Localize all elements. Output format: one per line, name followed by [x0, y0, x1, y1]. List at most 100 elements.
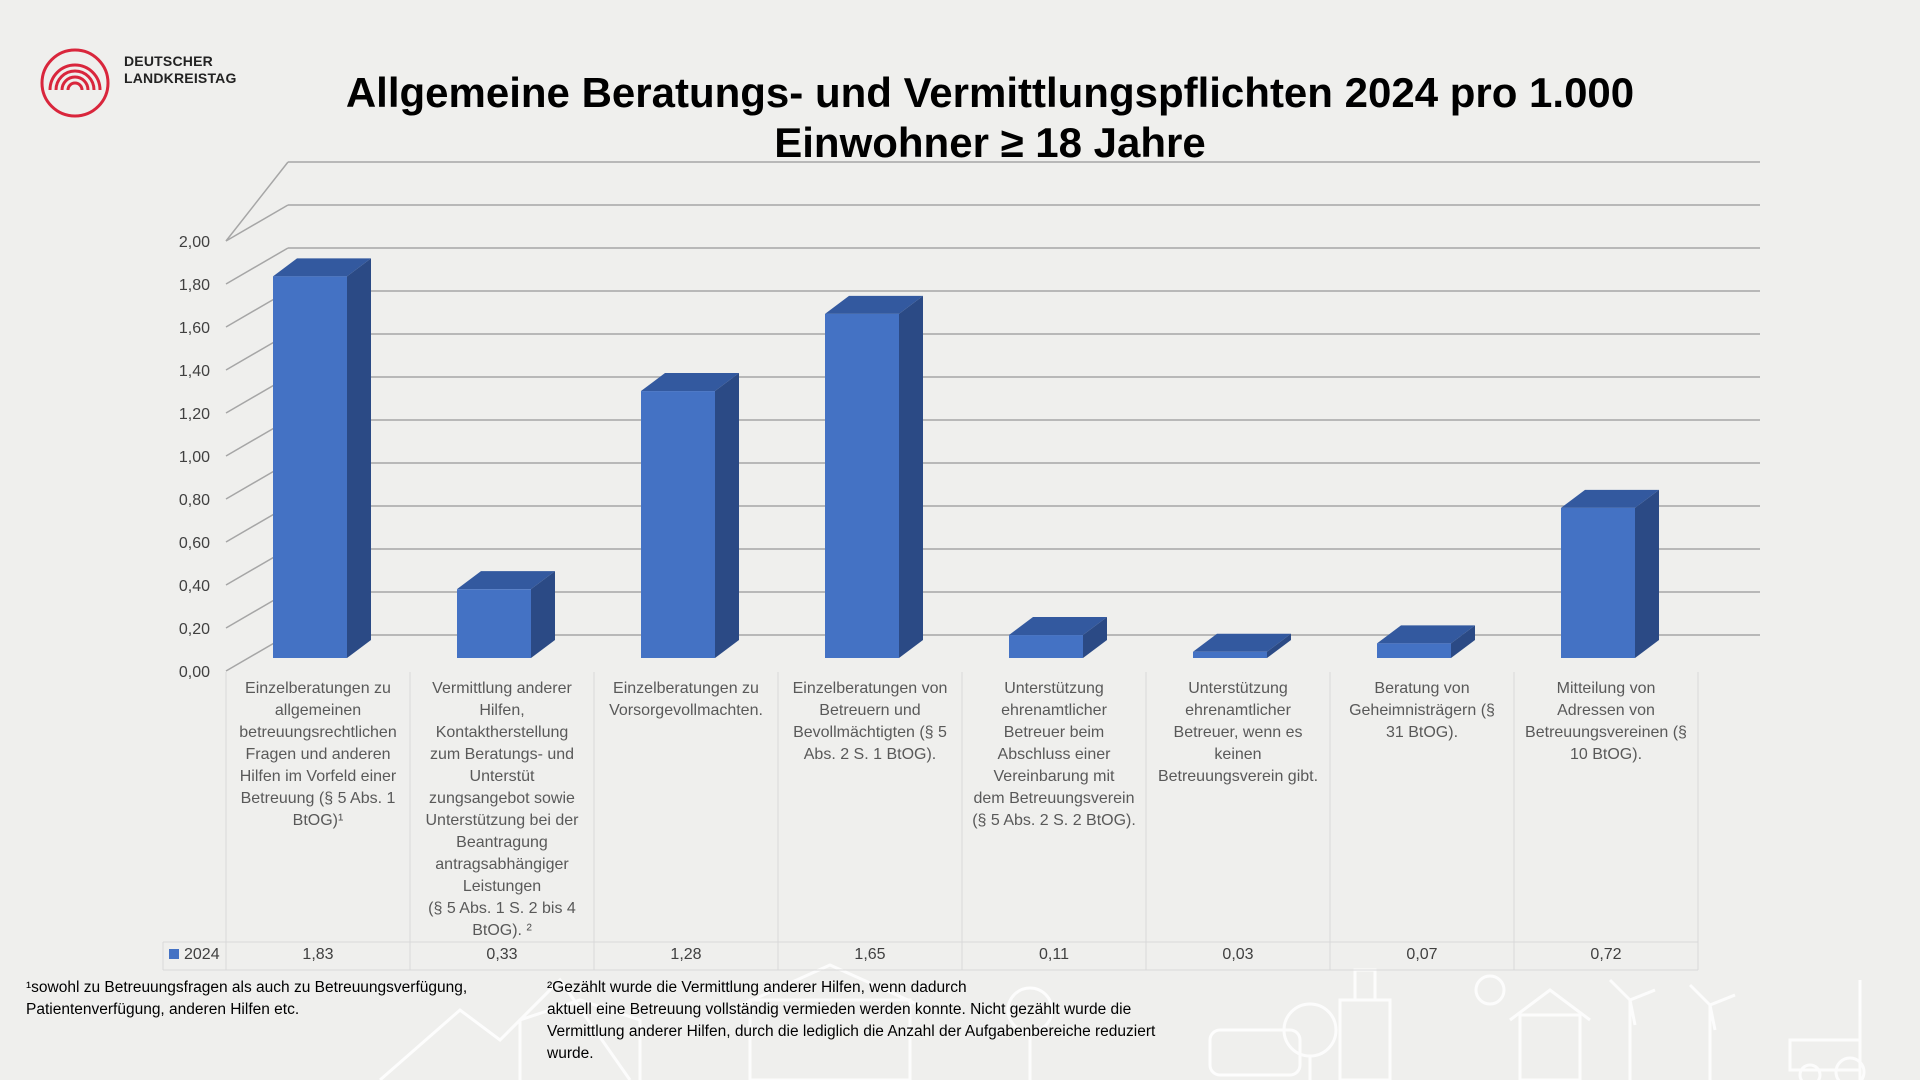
- logo: DEUTSCHER LANDKREISTAG: [38, 46, 258, 126]
- x-tick-label-line: Abschluss einer: [997, 746, 1111, 763]
- x-tick-label-line: Vorsorgevollmachten.: [609, 702, 763, 719]
- x-tick-label-line: Betreuungsvereinen (§: [1525, 724, 1687, 741]
- x-tick-label-line: ehrenamtlicher: [1185, 702, 1291, 719]
- y-tick-label: 1,60: [179, 320, 210, 337]
- x-tick-label-line: Abs. 2 S. 1 BtOG).: [803, 746, 937, 763]
- x-tick-label-line: dem Betreuungsverein: [973, 790, 1135, 807]
- x-tick-label-line: allgemeinen: [274, 702, 362, 719]
- x-tick-label-line: Betreuungsverein gibt.: [1157, 768, 1319, 785]
- x-tick-label-line: Betreuung (§ 5 Abs. 1: [240, 790, 396, 807]
- logo-arcs-icon: [40, 48, 110, 118]
- x-tick-label-line: Betreuer beim: [1003, 724, 1105, 741]
- x-tick-label-line: Einzelberatungen zu: [245, 680, 391, 697]
- bar-top: [825, 295, 923, 314]
- x-tick-label-line: Unterstützung: [1188, 680, 1288, 697]
- data-label: 0,72: [1590, 946, 1622, 963]
- chart-title: Allgemeine Beratungs- und Vermittlungspf…: [240, 68, 1740, 168]
- legend-series-name: 2024: [184, 946, 220, 963]
- logo-line-2: LANDKREISTAG: [124, 70, 237, 86]
- x-tick-label-line: Beratung von: [1374, 680, 1470, 697]
- x-tick-label-line: zungsangebot sowie: [429, 790, 575, 807]
- x-tick-label-line: Einzelberatungen von: [792, 680, 948, 697]
- bar: [1377, 643, 1451, 658]
- footnote-2: ²Gezählt wurde die Vermittlung anderer H…: [547, 977, 1227, 1065]
- bar-side: [347, 258, 371, 658]
- y-tick-label: 1,80: [179, 277, 210, 294]
- x-tick-label-line: Unterstüt: [469, 768, 535, 785]
- bar: [1561, 507, 1635, 658]
- bar-top: [457, 571, 555, 590]
- bar: [1193, 651, 1267, 658]
- x-tick-label-line: ehrenamtlicher: [1001, 702, 1107, 719]
- legend-swatch-icon: [169, 949, 179, 959]
- gridline-side: [225, 204, 289, 242]
- data-label: 0,33: [486, 946, 518, 963]
- x-tick-label-line: Beantragung: [456, 834, 548, 851]
- y-tick-label: 0,40: [179, 578, 210, 595]
- y-tick-label: 2,00: [179, 234, 210, 251]
- bar-side: [899, 295, 923, 658]
- x-tick-label: Vermittlung anderer Hilfen, Kontaktherstel…: [414, 678, 590, 942]
- x-tick-label-line: BtOG)¹: [292, 812, 344, 829]
- title-line-1: Allgemeine Beratungs- und Vermittlungspf…: [345, 69, 1635, 116]
- x-tick-label-line: Fragen und anderen: [245, 746, 391, 763]
- y-tick-label: 0,00: [179, 664, 210, 681]
- x-tick-label-line: Hilfen im Vorfeld einer: [239, 768, 397, 785]
- bar-top: [1193, 633, 1291, 652]
- town-silhouette-decoration: [379, 963, 1866, 1080]
- x-tick-label-line: (§ 5 Abs. 1 S. 2 bis 4: [428, 900, 576, 917]
- data-label: 0,11: [1039, 946, 1069, 963]
- bar: [641, 391, 715, 658]
- bar-top: [1377, 625, 1475, 644]
- footnote-1: ¹sowohl zu Betreuungsfragen als auch zu …: [26, 977, 526, 1021]
- x-tick-label-line: betreuungsrechtlichen: [239, 724, 397, 741]
- data-label: 0,07: [1406, 946, 1438, 963]
- footnote-1-line: Patientenverfügung, anderen Hilfen etc.: [26, 1001, 300, 1018]
- x-tick-label: Einzelberatungen von Betreuern und Bevollm…: [782, 678, 958, 766]
- x-tick-label-line: Einzelberatungen zu: [613, 680, 759, 697]
- bar-top: [641, 373, 739, 392]
- x-tick-label-line: Unterstützung: [1004, 680, 1104, 697]
- bar-top: [1561, 489, 1659, 508]
- data-label: 1,65: [854, 946, 886, 963]
- bar: [273, 276, 347, 658]
- x-tick-label-line: Kontaktherstellung: [435, 724, 569, 741]
- x-tick-label-line: Betreuern und: [819, 702, 921, 719]
- x-tick-label-line: Vermittlung anderer: [432, 680, 572, 697]
- title-line-2: Einwohner ≥ 18 Jahre: [774, 119, 1206, 166]
- x-tick-label-line: zum Beratungs- und: [429, 746, 575, 763]
- x-tick-label-line: Vereinbarung mit: [993, 768, 1115, 785]
- x-tick-label: Einzelberatungen zu Vorsorgevollmachten.: [598, 678, 774, 722]
- y-tick-label: 0,60: [179, 535, 210, 552]
- x-tick-label: Beratung von Geheimnisträgern (§ 31 BtOG).: [1334, 678, 1510, 744]
- x-tick-label-line: antragsabhängiger: [435, 856, 569, 873]
- x-tick-label-line: Unterstützung bei der: [425, 812, 579, 829]
- legend-entry: 2024: [169, 944, 220, 966]
- y-tick-label: 1,00: [179, 449, 210, 466]
- footnote-2-line: ²Gezählt wurde die Vermittlung anderer H…: [547, 979, 967, 996]
- y-tick-label: 1,40: [179, 363, 210, 380]
- gridline-side: [225, 247, 289, 285]
- bar: [825, 313, 899, 658]
- bar-side: [1635, 489, 1659, 658]
- x-tick-label-line: BtOG). ²: [472, 922, 532, 939]
- x-tick-label-line: (§ 5 Abs. 2 S. 2 BtOG).: [972, 812, 1136, 829]
- bar-side: [715, 373, 739, 658]
- footnote-1-line: ¹sowohl zu Betreuungsfragen als auch zu …: [26, 979, 468, 996]
- x-tick-label: Einzelberatungen zu allgemeinen betreuungs…: [230, 678, 406, 832]
- footnote-2-line: aktuell eine Betreuung vollständig vermi…: [547, 1001, 1132, 1018]
- gridline-side: [225, 161, 289, 242]
- bar-top: [1009, 617, 1107, 636]
- bar-top: [273, 258, 371, 277]
- data-label: 0,03: [1222, 946, 1254, 963]
- x-tick-label: Unterstützung ehrenamtlicher Betreuer, wen…: [1150, 678, 1326, 788]
- x-tick-label-line: Geheimnisträgern (§: [1349, 702, 1495, 719]
- x-tick-label-line: Leistungen: [462, 878, 542, 895]
- x-tick-label: Unterstützung ehrenamtlicher Betreuer beim…: [966, 678, 1142, 832]
- footnote-2-line: Vermittlung anderer Hilfen, durch die le…: [547, 1023, 1156, 1040]
- footnote-2-line: wurde.: [547, 1045, 594, 1062]
- data-label: 1,83: [302, 946, 334, 963]
- x-tick-label-line: keinen: [1214, 746, 1262, 763]
- x-tick-label-line: 10 BtOG).: [1569, 746, 1643, 763]
